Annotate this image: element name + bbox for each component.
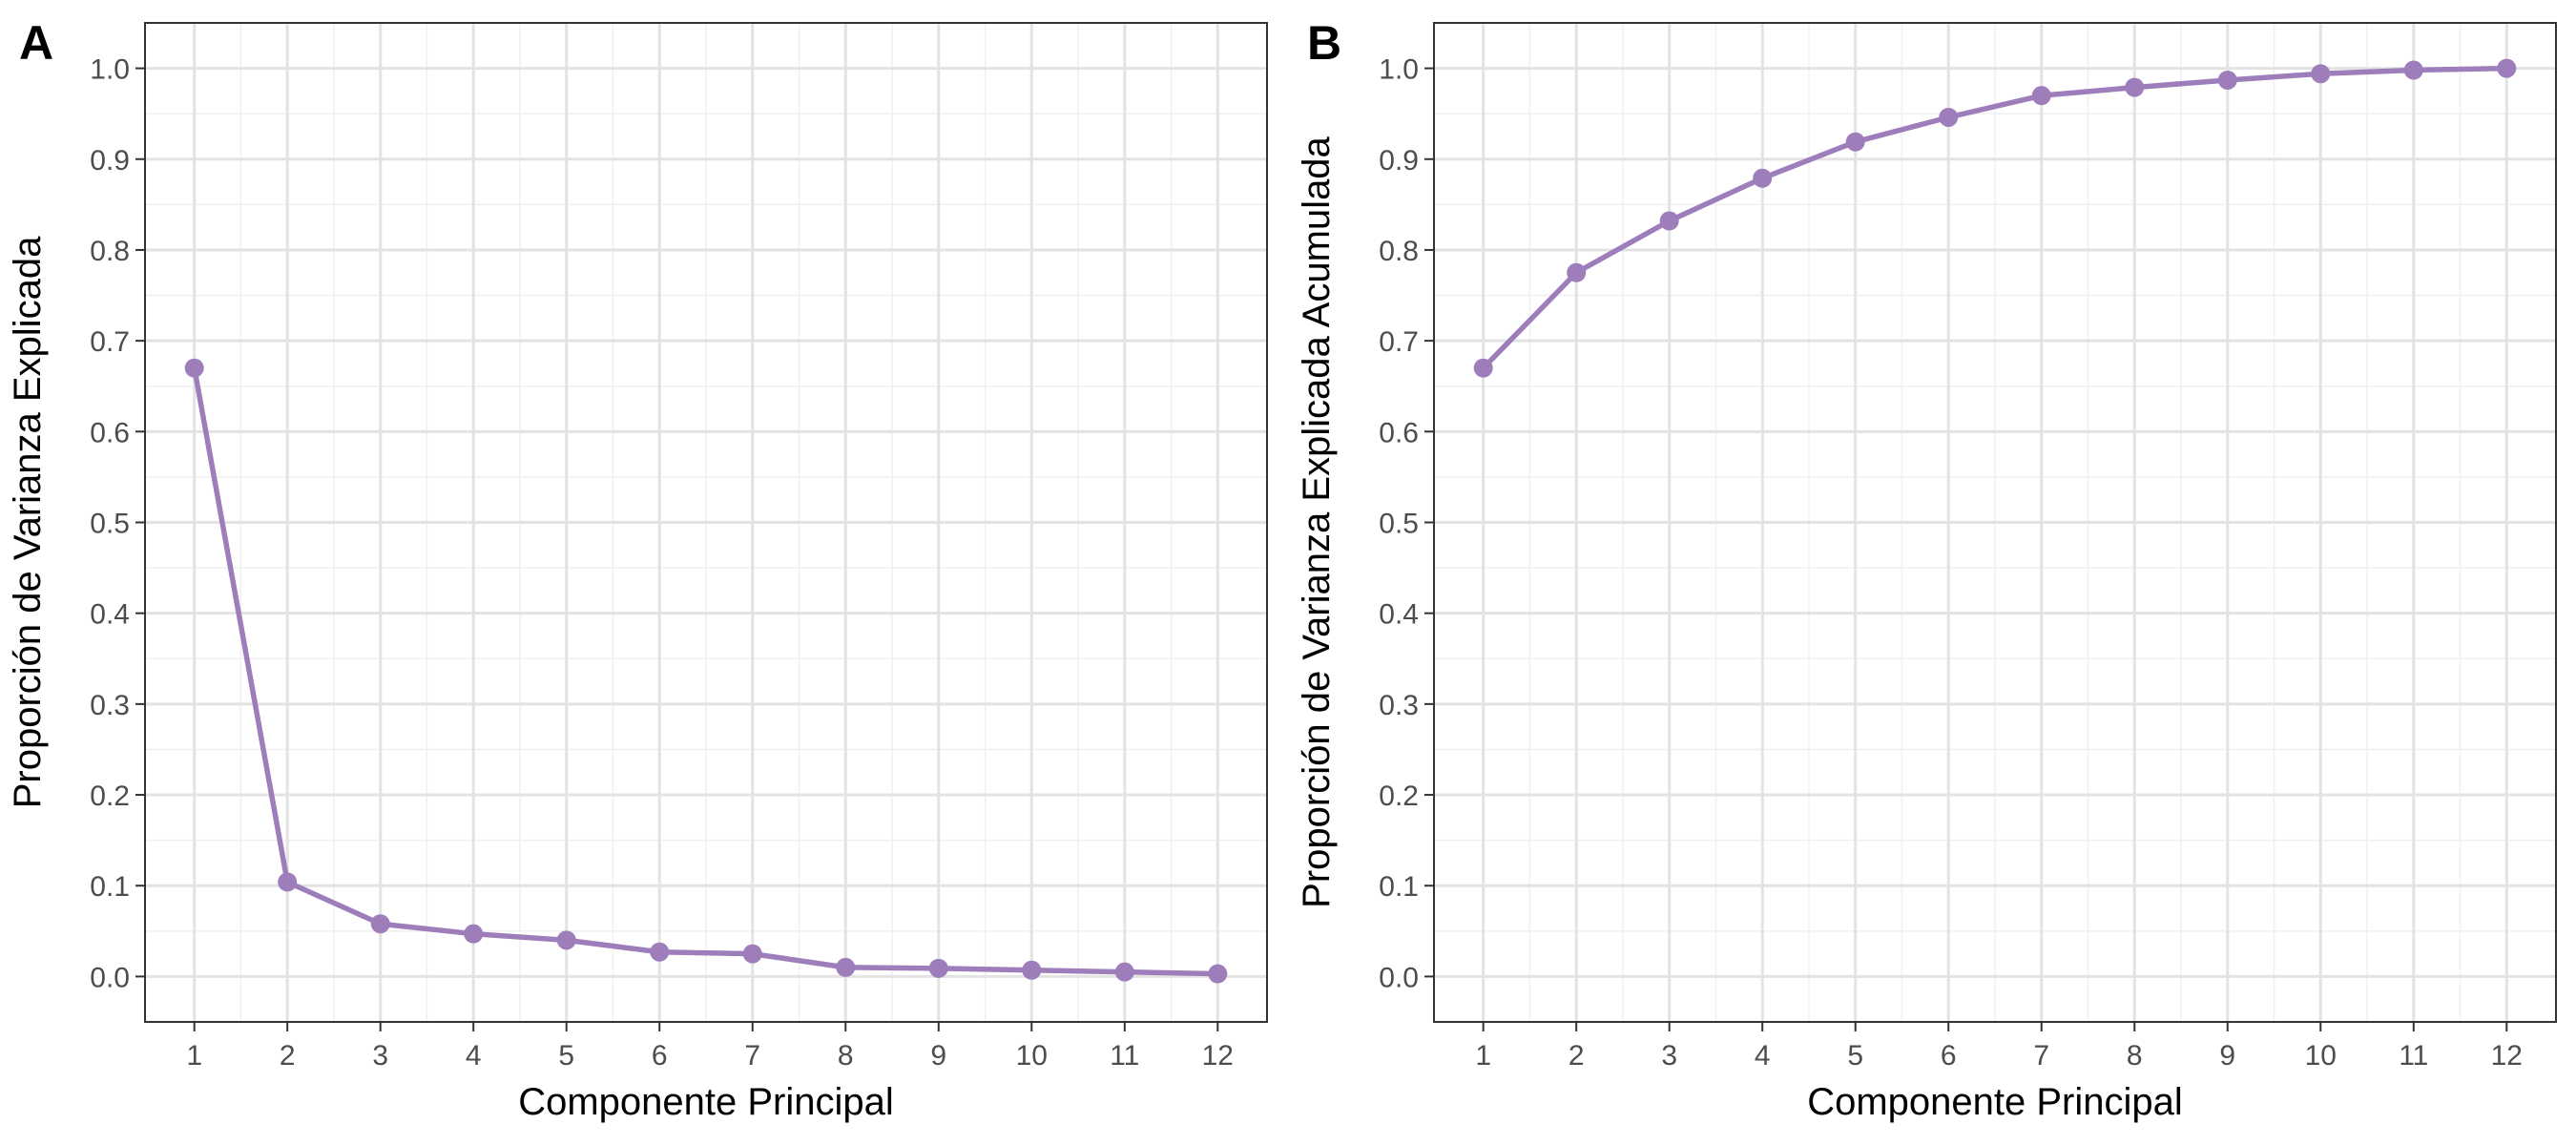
- x-tick-label: 2: [1568, 1040, 1585, 1072]
- y-tick-label: 0.9: [90, 145, 130, 177]
- x-tick-label: 5: [558, 1040, 574, 1072]
- y-tick-label: 0.8: [1379, 236, 1419, 267]
- x-tick-label: 8: [2127, 1040, 2143, 1072]
- x-tick-label: 3: [1661, 1040, 1677, 1072]
- x-tick-label: 4: [1755, 1040, 1771, 1072]
- data-point: [556, 930, 576, 950]
- panel-label: A: [19, 16, 53, 70]
- data-point: [1939, 107, 1959, 127]
- x-tick-label: 9: [2219, 1040, 2235, 1072]
- data-point: [836, 957, 856, 977]
- x-tick-label: 7: [2033, 1040, 2049, 1072]
- x-tick-label: 11: [1110, 1040, 1139, 1072]
- series-line: [1480, 65, 2510, 371]
- data-point: [278, 872, 298, 892]
- y-tick-label: 1.0: [1379, 54, 1419, 86]
- series-line: [191, 364, 1221, 977]
- data-point: [1845, 132, 1865, 152]
- panel-a: 0.00.10.20.30.40.50.60.70.80.91.01 2 3 4 5 6 7…: [7, 16, 1268, 1123]
- panel-b: 0.00.10.20.30.40.50.60.70.80.91.01 2 3 4 5 6 7…: [1296, 16, 2557, 1123]
- y-tick-label: 0.7: [90, 326, 130, 358]
- y-axis-title: Proporción de Varianza Explicada: [7, 236, 49, 808]
- y-tick-label: 0.4: [90, 599, 130, 631]
- x-tick-label: 1: [1475, 1040, 1491, 1072]
- data-point: [2497, 58, 2517, 78]
- y-tick-label: 0.0: [1379, 962, 1419, 993]
- x-tick-label: 12: [1202, 1040, 1234, 1072]
- data-point: [1208, 964, 1228, 984]
- x-tick-label: 7: [744, 1040, 760, 1072]
- y-tick-label: 0.4: [1379, 599, 1419, 631]
- x-tick-label: 9: [930, 1040, 946, 1072]
- y-tick-label: 0.9: [1379, 145, 1419, 177]
- data-point: [2031, 86, 2051, 106]
- y-tick-label: 0.6: [1379, 417, 1419, 448]
- data-point: [742, 944, 762, 964]
- x-tick-label: 6: [1941, 1040, 1957, 1072]
- y-tick-label: 0.5: [90, 509, 130, 540]
- x-axis-title: Componente Principal: [1807, 1081, 2183, 1123]
- x-tick-label: 5: [1847, 1040, 1863, 1072]
- data-point: [2311, 64, 2331, 84]
- data-point: [464, 924, 484, 944]
- data-point: [370, 914, 390, 934]
- x-tick-label: 10: [1016, 1040, 1048, 1072]
- data-point: [1022, 960, 1042, 980]
- data-point: [2403, 60, 2423, 80]
- data-point: [1753, 168, 1773, 188]
- x-tick-label: 8: [838, 1040, 854, 1072]
- x-tick-label: 1: [186, 1040, 202, 1072]
- data-point: [2125, 77, 2145, 97]
- panel-label: B: [1307, 16, 1341, 70]
- data-point: [1114, 962, 1134, 982]
- y-tick-label: 0.7: [1379, 326, 1419, 358]
- x-tick-label: 11: [2399, 1040, 2428, 1072]
- y-tick-label: 0.8: [90, 236, 130, 267]
- y-tick-label: 0.5: [1379, 509, 1419, 540]
- x-tick-label: 12: [2491, 1040, 2523, 1072]
- x-tick-label: 4: [466, 1040, 482, 1072]
- y-tick-label: 0.2: [90, 781, 130, 812]
- y-tick-label: 0.6: [90, 417, 130, 448]
- data-point: [1659, 211, 1679, 231]
- y-tick-label: 0.3: [1379, 690, 1419, 721]
- data-point: [184, 358, 204, 378]
- data-point: [928, 958, 948, 978]
- y-tick-label: 0.0: [90, 962, 130, 993]
- data-point: [650, 942, 670, 962]
- y-tick-label: 0.1: [1379, 871, 1419, 903]
- x-tick-label: 6: [652, 1040, 668, 1072]
- x-axis-title: Componente Principal: [518, 1081, 894, 1123]
- y-tick-label: 1.0: [90, 54, 130, 86]
- x-tick-label: 2: [280, 1040, 296, 1072]
- data-point: [1473, 358, 1493, 378]
- y-tick-label: 0.1: [90, 871, 130, 903]
- x-tick-label: 3: [372, 1040, 388, 1072]
- y-axis-title: Proporción de Varianza Explicada Acumula…: [1296, 135, 1338, 907]
- data-point: [2217, 70, 2237, 90]
- y-tick-label: 0.2: [1379, 781, 1419, 812]
- x-tick-label: 10: [2305, 1040, 2337, 1072]
- data-point: [1567, 262, 1587, 282]
- y-tick-label: 0.3: [90, 690, 130, 721]
